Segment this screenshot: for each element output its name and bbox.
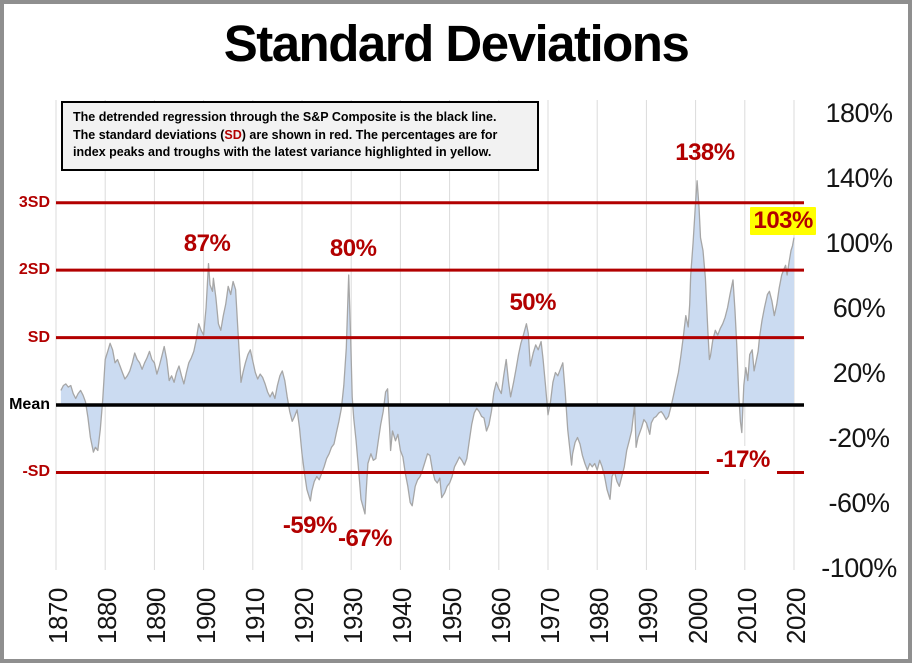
sd-label--sd: -SD [22,463,50,481]
x-axis-label: 2000 [682,588,713,644]
deviation-curve [60,180,795,515]
x-axis-label: 1950 [436,588,467,644]
y-axis-label: -20% [828,422,890,453]
annotation--17pct: -17% [678,446,808,480]
x-axis-label: 1870 [43,588,73,644]
x-axis-label: 2020 [781,588,811,644]
annotation--67pct: -67% [300,525,430,553]
annotation-50pct: 50% [468,289,598,317]
deviation-area [60,180,794,514]
note-line-2: The standard deviations (SD) are shown i… [73,127,527,145]
note-box: The detrended regression through the S&P… [61,101,539,171]
annotation-87pct: 87% [142,230,272,258]
x-axis-label: 1920 [289,588,319,644]
y-axis-label: 20% [832,357,886,388]
sd-label-sd: SD [27,328,50,346]
y-axis-label: 60% [832,292,886,323]
variance-label: 50% [509,288,556,316]
y-axis-label: -100% [821,552,897,583]
x-axis-label: 1910 [239,588,270,644]
variance-label: 87% [183,230,231,258]
variance-label: -67% [337,525,393,553]
sd-label-3sd: 3SD [18,193,50,211]
note-line-1: The detrended regression through the S&P… [73,110,497,124]
y-axis-label: 140% [825,162,893,193]
y-axis-label: -60% [828,487,890,518]
x-axis-label: 1880 [92,588,123,644]
x-axis-label: 1900 [190,588,221,644]
highlighted-variance-label: 103% [750,207,816,236]
x-axis-label: 1980 [584,588,615,644]
sd-label-2sd: 2SD [18,261,50,279]
variance-label: -17% [708,446,777,480]
x-axis-label: 1970 [535,588,565,644]
page-title: Standard Deviations [223,15,690,72]
x-axis-label: 1990 [633,588,664,644]
note-line-2-post: ) are shown in red. The percentages are … [241,127,498,142]
variance-label: 138% [675,139,735,167]
plot-area [55,100,804,570]
annotation-80pct: 80% [288,235,418,263]
x-axis-label: 2010 [731,588,762,644]
y-axis-label: 180% [825,97,893,128]
x-axis-label: 1930 [338,588,369,644]
y-axis-label: 100% [825,227,893,258]
note-line-2-pre: The standard deviations ( [73,127,225,142]
x-axis-label: 1960 [485,588,516,644]
note-sd-abbrev: SD [224,127,242,142]
variance-label: 80% [329,235,377,262]
annotation-103pct: 103% [718,207,848,236]
annotation-138pct: 138% [640,139,770,167]
x-axis-label: 1890 [141,588,172,644]
sd-label-mean: Mean [9,396,50,413]
annotation--59pct: -59% [245,512,375,540]
note-line-3: index peaks and troughs with the latest … [73,145,492,159]
x-axis-label: 1940 [387,588,418,644]
variance-label: -59% [282,512,338,540]
